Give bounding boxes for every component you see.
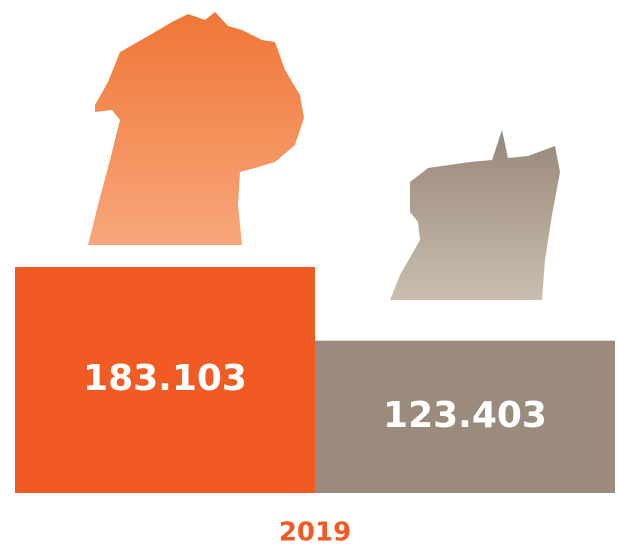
- value-label: 123.403: [383, 395, 547, 436]
- cat-silhouette: [390, 130, 560, 300]
- bar: [315, 340, 615, 493]
- dog-silhouette: [88, 12, 304, 245]
- value-label: 183.103: [83, 358, 247, 399]
- bar: [15, 267, 315, 493]
- chart-title: 2019: [279, 518, 351, 548]
